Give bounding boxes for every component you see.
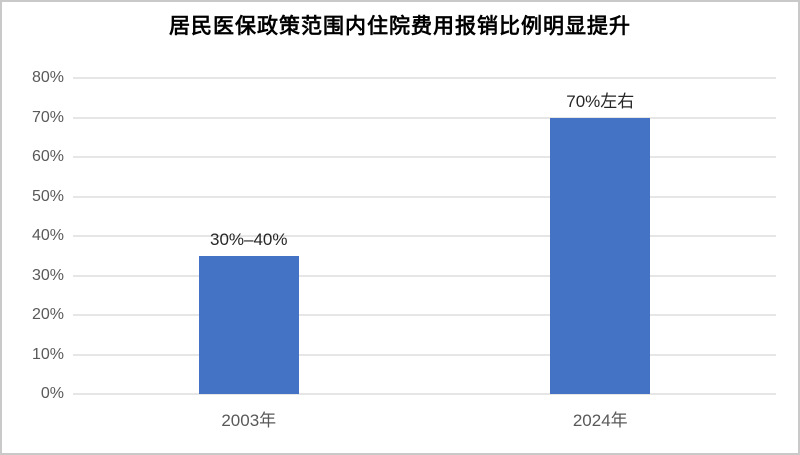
category-2003: 30%–40% [73, 78, 425, 394]
gridline [73, 235, 776, 237]
bar-2003 [198, 255, 299, 394]
x-tick-2024: 2024年 [572, 411, 628, 430]
y-axis: 0% 10% 20% 30% 40% 50% 60% 70% 80% [2, 69, 64, 402]
gridline [73, 274, 776, 277]
y-tick-50: 50% [31, 187, 64, 205]
bar-series: 30%–40% 70%左右 [73, 78, 776, 394]
bar-2024 [550, 117, 651, 394]
y-tick-30: 30% [31, 266, 64, 284]
x-tick-2003: 2003年 [221, 411, 277, 430]
gridline [73, 353, 776, 356]
chart-title: 居民医保政策范围内住院费用报销比例明显提升 [169, 15, 631, 38]
data-label-2003: 30%–40% [209, 229, 288, 249]
data-label-2024: 70%左右 [566, 91, 635, 111]
y-tick-70: 70% [31, 108, 64, 126]
category-2024: 70%左右 [425, 78, 777, 394]
gridline [73, 156, 776, 158]
y-tick-20: 20% [31, 306, 64, 323]
y-tick-40: 40% [31, 227, 64, 244]
gridline [73, 116, 776, 119]
gridline [73, 314, 776, 316]
y-tick-80: 80% [31, 69, 64, 86]
y-tick-0: 0% [40, 385, 64, 402]
plot-area: 30%–40% 70%左右 [73, 77, 776, 395]
gridline [73, 195, 776, 198]
gridline [73, 77, 776, 79]
gridline [73, 393, 776, 395]
y-tick-10: 10% [31, 345, 64, 363]
y-tick-60: 60% [31, 148, 64, 165]
x-axis: 2003年 2024年 [73, 406, 776, 434]
